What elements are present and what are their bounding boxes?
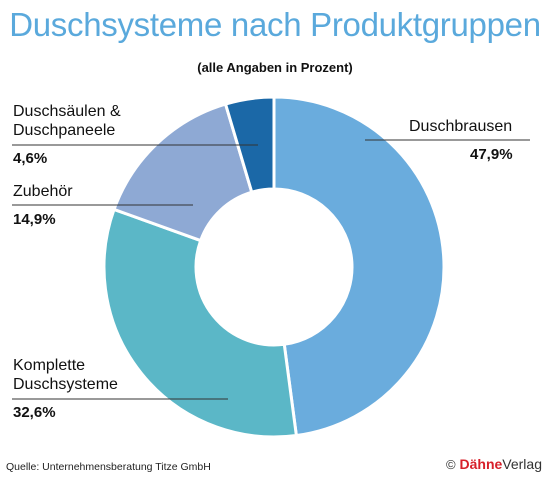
label-zubehoer: Zubehör	[13, 182, 73, 201]
label-duschsaeulen: Duschsäulen & Duschpaneele	[13, 102, 121, 140]
slice-zubehoer	[112, 102, 254, 243]
copyright-symbol: ©	[446, 457, 456, 472]
label-zubehoer-name: Zubehör	[13, 183, 73, 200]
value-zubehoer: 14,9%	[13, 211, 56, 228]
leader-lines	[12, 139, 530, 400]
label-duschsaeulen-line2: Duschpaneele	[13, 122, 116, 139]
slice-duschbrausen	[272, 95, 446, 438]
label-komplette-line1: Komplette	[13, 357, 86, 374]
label-komplette: Komplette Duschsysteme	[13, 356, 118, 394]
chart-title: Duschsysteme nach Produktgruppen	[9, 6, 541, 43]
value-duschbrausen: 47,9%	[470, 146, 513, 163]
label-komplette-line2: Duschsysteme	[13, 376, 118, 393]
source-note: Quelle: Unternehmensberatung Titze GmbH	[6, 461, 211, 473]
publisher-logo: © DähneVerlag	[446, 456, 542, 472]
donut-slices	[102, 95, 446, 439]
value-komplette: 32,6%	[13, 404, 56, 421]
publisher-brand: Dähne	[459, 456, 503, 472]
label-duschbrausen-name: Duschbrausen	[409, 118, 513, 135]
value-duschsaeulen: 4,6%	[13, 150, 48, 167]
publisher-name: Verlag	[502, 456, 542, 472]
slice-komplette-duschsysteme	[102, 207, 299, 439]
label-duschsaeulen-line1: Duschsäulen &	[13, 103, 121, 120]
chart-subtitle: (alle Angaben in Prozent)	[197, 60, 353, 75]
label-duschbrausen: Duschbrausen	[409, 117, 512, 136]
